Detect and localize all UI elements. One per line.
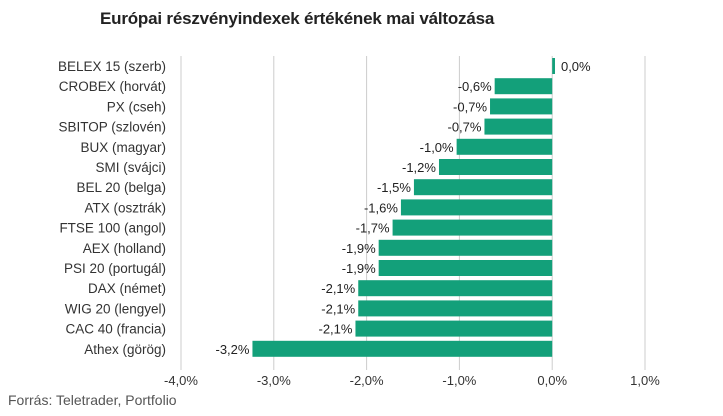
bars — [252, 58, 555, 357]
x-tick-label: 1,0% — [630, 373, 660, 388]
x-tick-label: -2,0% — [350, 373, 384, 388]
category-label: CAC 40 (francia) — [65, 322, 166, 337]
category-label: BUX (magyar) — [80, 140, 166, 155]
bar — [358, 300, 553, 317]
data-label: -2,1% — [321, 301, 355, 316]
data-label: -1,7% — [356, 221, 390, 236]
category-label: CROBEX (horvát) — [59, 79, 166, 94]
bar — [355, 320, 553, 337]
category-label: AEX (holland) — [83, 241, 166, 256]
bar — [490, 98, 553, 115]
data-label: -1,0% — [420, 140, 454, 155]
category-label: FTSE 100 (angol) — [59, 221, 166, 236]
category-label: DAX (német) — [88, 281, 166, 296]
bar — [400, 199, 553, 216]
x-tick-label: -1,0% — [442, 373, 476, 388]
category-label: PSI 20 (portugál) — [64, 261, 166, 276]
category-label: WIG 20 (lengyel) — [65, 301, 166, 316]
data-label: -0,7% — [447, 120, 481, 135]
data-label: -2,1% — [318, 322, 352, 337]
chart-title: Európai részvényindexek értékének mai vá… — [100, 9, 495, 28]
bar — [378, 260, 553, 276]
data-label: 0,0% — [561, 59, 591, 74]
category-label: BEL 20 (belga) — [76, 180, 166, 195]
bar — [252, 340, 553, 357]
category-label: BELEX 15 (szerb) — [58, 59, 166, 74]
category-label: SBITOP (szlovén) — [58, 120, 166, 135]
data-label: -1,2% — [402, 160, 436, 175]
bar — [413, 179, 553, 196]
data-label: -1,5% — [377, 180, 411, 195]
bar — [552, 58, 555, 74]
data-label: -1,9% — [342, 261, 376, 276]
data-labels: 0,0% -0,6% -0,7% -0,7% -1,0% -1,2% -1,5% -1,6% -… — [215, 59, 591, 357]
bar — [456, 138, 553, 155]
bar — [392, 219, 553, 236]
data-label: -0,7% — [453, 99, 487, 114]
data-label: -0,6% — [458, 79, 492, 94]
category-labels: BELEX 15 (szerb) CROBEX (horvát) PX (cseh)… — [58, 59, 166, 357]
x-tick-label: -3,0% — [257, 373, 291, 388]
bar — [358, 280, 553, 297]
bar — [438, 159, 553, 175]
data-label: -2,1% — [321, 281, 355, 296]
bar — [494, 78, 553, 95]
data-label: -1,6% — [364, 200, 398, 215]
bar — [378, 239, 553, 256]
x-tick-label: 0,0% — [537, 373, 567, 388]
category-label: Athex (görög) — [84, 342, 166, 357]
data-label: -1,9% — [342, 241, 376, 256]
category-label: ATX (osztrák) — [84, 200, 166, 215]
data-label: -3,2% — [215, 342, 249, 357]
category-label: SMI (svájci) — [96, 160, 167, 175]
x-axis-tick-labels: -4,0% -3,0% -2,0% -1,0% 0,0% 1,0% — [164, 373, 660, 388]
x-tick-label: -4,0% — [164, 373, 198, 388]
bar — [484, 118, 553, 135]
category-label: PX (cseh) — [107, 99, 166, 114]
source-note: Forrás: Teletrader, Portfolio — [8, 392, 177, 408]
